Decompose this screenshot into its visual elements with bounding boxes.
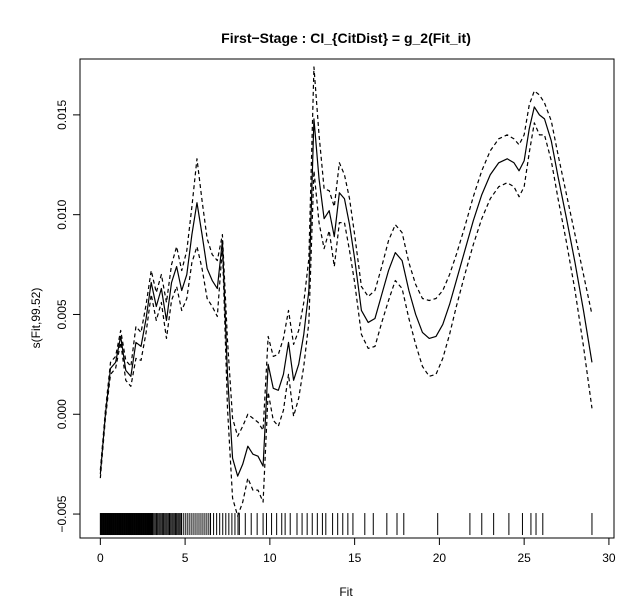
x-tick-label: 5 (182, 551, 189, 565)
y-tick-label: −0.005 (55, 495, 69, 532)
y-tick-label: 0.015 (55, 100, 69, 130)
x-tick-label: 10 (263, 551, 277, 565)
series-lower-band-line (99, 122, 593, 517)
x-tick-label: 30 (602, 551, 616, 565)
x-tick-label: 25 (517, 551, 531, 565)
y-axis: −0.005 0.000 0.005 0.010 0.015 (55, 100, 81, 533)
series-upper-band-line (99, 66, 593, 471)
chart-title: First−Stage : CI_{CitDist} = g_2(Fit_it) (221, 30, 471, 46)
y-tick-label: 0.010 (55, 199, 69, 229)
y-tick-label: 0.005 (55, 299, 69, 329)
y-tick-label: 0.000 (55, 399, 69, 429)
rug-layer (99, 513, 593, 536)
y-axis-label: s(Fit,99.52) (29, 288, 43, 349)
x-tick-label: 15 (348, 551, 362, 565)
x-tick-label: 20 (433, 551, 447, 565)
x-tick-label: 0 (97, 551, 104, 565)
plot-frame (79, 58, 615, 539)
series-layer (99, 66, 593, 517)
x-axis-label: Fit (339, 585, 353, 599)
series-fit-line (99, 106, 593, 477)
x-axis: 0 5 10 15 20 25 30 (97, 537, 616, 565)
